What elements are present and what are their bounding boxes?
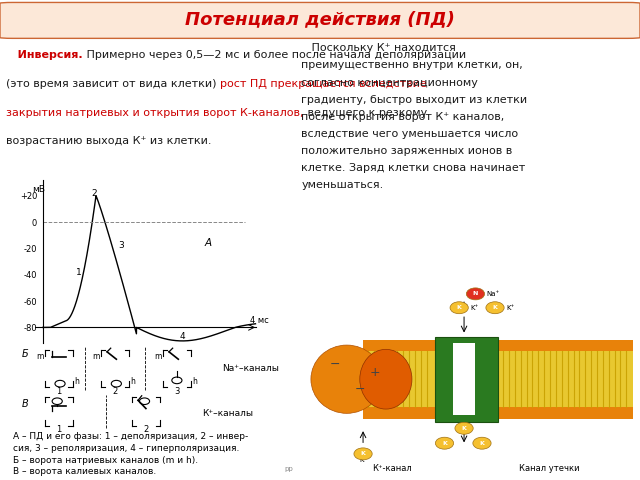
Text: Na⁺: Na⁺ bbox=[487, 291, 500, 297]
Text: К⁺–каналы: К⁺–каналы bbox=[202, 408, 253, 418]
Ellipse shape bbox=[360, 349, 412, 409]
Text: +: + bbox=[369, 366, 380, 379]
Text: 1: 1 bbox=[56, 425, 61, 434]
Text: 3: 3 bbox=[118, 241, 124, 250]
Text: 4: 4 bbox=[179, 332, 185, 341]
Circle shape bbox=[435, 437, 454, 449]
Text: согласно концентрационному: согласно концентрационному bbox=[301, 78, 478, 87]
Text: −: − bbox=[330, 358, 340, 371]
Text: Поскольку К⁺ находится: Поскольку К⁺ находится bbox=[301, 43, 456, 53]
Text: K⁺: K⁺ bbox=[470, 305, 479, 311]
Text: уменьшаться.: уменьшаться. bbox=[301, 180, 383, 191]
Bar bbox=[435, 336, 499, 422]
Circle shape bbox=[473, 437, 491, 449]
Text: K: K bbox=[360, 451, 365, 456]
Text: вследствие чего уменьшается число: вследствие чего уменьшается число bbox=[301, 129, 518, 139]
Text: K: K bbox=[493, 305, 497, 310]
Text: закрытия натриевых и открытия ворот К-каналов,: закрытия натриевых и открытия ворот К-ка… bbox=[6, 108, 304, 118]
Text: К⁺-канал: К⁺-канал bbox=[372, 464, 412, 473]
Text: Потенциал действия (ПД): Потенциал действия (ПД) bbox=[185, 11, 455, 29]
Text: градиенту, быстро выходит из клетки: градиенту, быстро выходит из клетки bbox=[301, 95, 527, 105]
Text: 2: 2 bbox=[112, 387, 118, 396]
Text: 2: 2 bbox=[143, 425, 148, 434]
Bar bbox=[363, 407, 634, 419]
Bar bbox=[363, 340, 634, 351]
Text: положительно заряженных ионов в: положительно заряженных ионов в bbox=[301, 146, 513, 156]
Text: возрастанию выхода К⁺ из клетки.: возрастанию выхода К⁺ из клетки. bbox=[6, 136, 212, 146]
Text: h: h bbox=[131, 377, 135, 386]
Text: 2: 2 bbox=[92, 189, 97, 198]
Text: m: m bbox=[92, 352, 99, 361]
Text: N: N bbox=[473, 291, 478, 296]
Text: h: h bbox=[74, 377, 79, 386]
Text: Инверсия.: Инверсия. bbox=[6, 50, 83, 60]
Text: m: m bbox=[154, 352, 161, 361]
Ellipse shape bbox=[311, 345, 383, 413]
Text: А – ПД и его фазы: 1 – деполяризация, 2 – инвер-
сия, 3 – реполяризация, 4 – гип: А – ПД и его фазы: 1 – деполяризация, 2 … bbox=[13, 432, 248, 476]
Text: K: K bbox=[479, 441, 484, 446]
Bar bbox=[452, 343, 476, 416]
Text: преимущественно внутри клетки, он,: преимущественно внутри клетки, он, bbox=[301, 60, 523, 71]
Circle shape bbox=[354, 448, 372, 460]
Text: K: K bbox=[442, 441, 447, 446]
Text: после открытия ворот К⁺ каналов,: после открытия ворот К⁺ каналов, bbox=[301, 112, 504, 122]
FancyBboxPatch shape bbox=[0, 2, 640, 38]
Text: Канал утечки: Канал утечки bbox=[518, 464, 579, 473]
Text: Примерно через 0,5—2 мс и более после начала деполяризации: Примерно через 0,5—2 мс и более после на… bbox=[83, 50, 466, 60]
Text: h: h bbox=[193, 377, 197, 386]
Text: K⁺: K⁺ bbox=[359, 457, 367, 463]
Text: А: А bbox=[205, 238, 212, 248]
Text: 1: 1 bbox=[56, 387, 61, 396]
Text: m: m bbox=[36, 352, 43, 361]
Text: Na⁺–каналы: Na⁺–каналы bbox=[222, 364, 279, 373]
Text: −: − bbox=[355, 384, 365, 396]
Text: В: В bbox=[22, 399, 29, 409]
Text: K⁺: K⁺ bbox=[506, 305, 515, 311]
Text: рост ПД прекращается вследствие: рост ПД прекращается вследствие bbox=[220, 79, 427, 89]
Text: 1: 1 bbox=[76, 268, 82, 276]
Text: клетке. Заряд клетки снова начинает: клетке. Заряд клетки снова начинает bbox=[301, 163, 525, 173]
Text: 4 мс: 4 мс bbox=[250, 316, 269, 325]
Circle shape bbox=[450, 302, 468, 314]
Circle shape bbox=[486, 302, 504, 314]
Circle shape bbox=[455, 422, 473, 434]
Text: мВ: мВ bbox=[31, 185, 45, 194]
Text: K: K bbox=[457, 305, 461, 310]
Text: (это время зависит от вида клетки): (это время зависит от вида клетки) bbox=[6, 79, 220, 89]
Circle shape bbox=[467, 288, 484, 300]
Text: Б: Б bbox=[22, 348, 29, 359]
Text: K: K bbox=[461, 426, 467, 431]
Text: 3: 3 bbox=[174, 387, 180, 396]
Text: pp: pp bbox=[285, 466, 294, 472]
Text: ведущего к резкому: ведущего к резкому bbox=[304, 108, 427, 118]
Bar bbox=[363, 351, 634, 407]
